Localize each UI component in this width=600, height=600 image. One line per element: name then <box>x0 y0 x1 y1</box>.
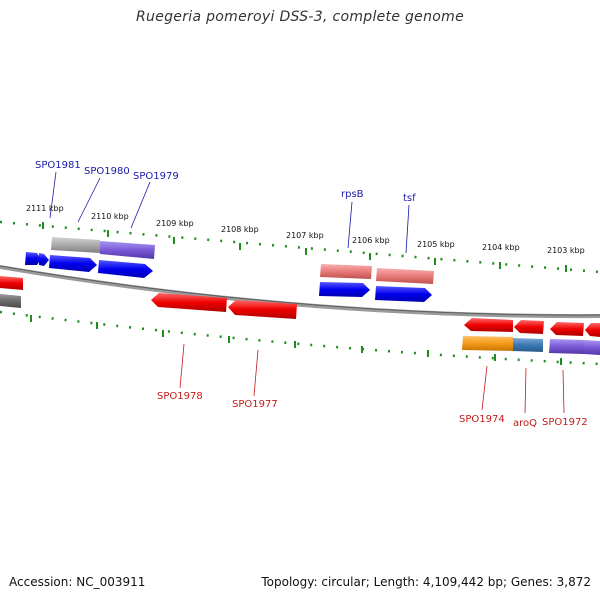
gene-label-spo1979[interactable]: SPO1979 <box>133 171 179 182</box>
gene-label-spo1980[interactable]: SPO1980 <box>84 166 130 177</box>
inner-major-ticks <box>30 315 562 365</box>
tick-label: 2103 kbp <box>547 246 585 255</box>
tick-labels: 2111 kbp 2110 kbp 2109 kbp 2108 kbp 2107… <box>26 204 585 255</box>
map-title: Ruegeria pomeroyi DSS-3, complete genome <box>136 9 464 25</box>
reverse-label-leaders <box>179 343 565 414</box>
genome-backbone <box>0 265 600 319</box>
tick-label: 2109 kbp <box>156 219 194 228</box>
tick-label: 2111 kbp <box>26 204 64 213</box>
tick-label: 2104 kbp <box>482 243 520 252</box>
gene-arrow[interactable] <box>375 286 432 302</box>
gene-arrow[interactable] <box>464 318 513 332</box>
tick-label: 2106 kbp <box>352 236 390 245</box>
gene-label-aroq[interactable]: aroQ <box>513 418 537 429</box>
gene-arrow[interactable] <box>376 268 434 284</box>
outer-major-ticks <box>42 222 567 272</box>
gene-arrow[interactable] <box>462 336 513 351</box>
gene-arrow[interactable] <box>584 340 600 355</box>
tick-label: 2105 kbp <box>417 240 455 249</box>
gene-label-spo1981[interactable]: SPO1981 <box>35 160 81 171</box>
gene-label-rpsb[interactable]: rpsB <box>341 189 364 200</box>
tick-label: 2108 kbp <box>221 225 259 234</box>
gene-arrow[interactable] <box>25 252 41 265</box>
forward-strand-genes <box>25 237 434 302</box>
gene-arrow[interactable] <box>320 264 372 279</box>
gene-arrow[interactable] <box>0 276 23 290</box>
gene-arrow[interactable] <box>100 241 155 259</box>
gene-arrow[interactable] <box>549 339 584 354</box>
gene-arrow[interactable] <box>49 255 97 272</box>
accession-info: Accession: NC_003911 <box>9 575 146 589</box>
gene-arrow[interactable] <box>151 293 227 312</box>
gene-arrow[interactable] <box>51 237 100 253</box>
gene-label-spo1977[interactable]: SPO1977 <box>232 399 278 410</box>
gene-arrow[interactable] <box>98 260 153 278</box>
tick-label: 2110 kbp <box>91 212 129 221</box>
gene-label-spo1978[interactable]: SPO1978 <box>157 391 203 402</box>
forward-gene-labels: SPO1981 SPO1980 SPO1979 rpsB tsf <box>35 160 416 204</box>
gene-label-spo1972[interactable]: SPO1972 <box>542 417 588 428</box>
topology-info: Topology: circular; Length: 4,109,442 bp… <box>261 575 591 589</box>
gene-arrow[interactable] <box>550 322 584 336</box>
gene-label-spo1974[interactable]: SPO1974 <box>459 414 505 425</box>
genome-backbone-highlight <box>0 265 600 316</box>
gene-label-tsf[interactable]: tsf <box>403 193 416 204</box>
gene-arrow[interactable] <box>585 323 600 337</box>
reverse-strand-genes <box>0 276 600 355</box>
gene-arrow[interactable] <box>39 253 49 266</box>
gene-arrow[interactable] <box>319 282 370 297</box>
gene-arrow[interactable] <box>0 294 21 308</box>
gene-arrow[interactable] <box>513 338 543 352</box>
tick-label: 2107 kbp <box>286 231 324 240</box>
reverse-gene-labels: SPO1978 SPO1977 SPO1974 aroQ SPO1972 <box>157 391 588 429</box>
forward-label-leaders <box>49 171 410 254</box>
gene-arrow[interactable] <box>514 320 544 334</box>
gene-arrow[interactable] <box>228 300 297 319</box>
